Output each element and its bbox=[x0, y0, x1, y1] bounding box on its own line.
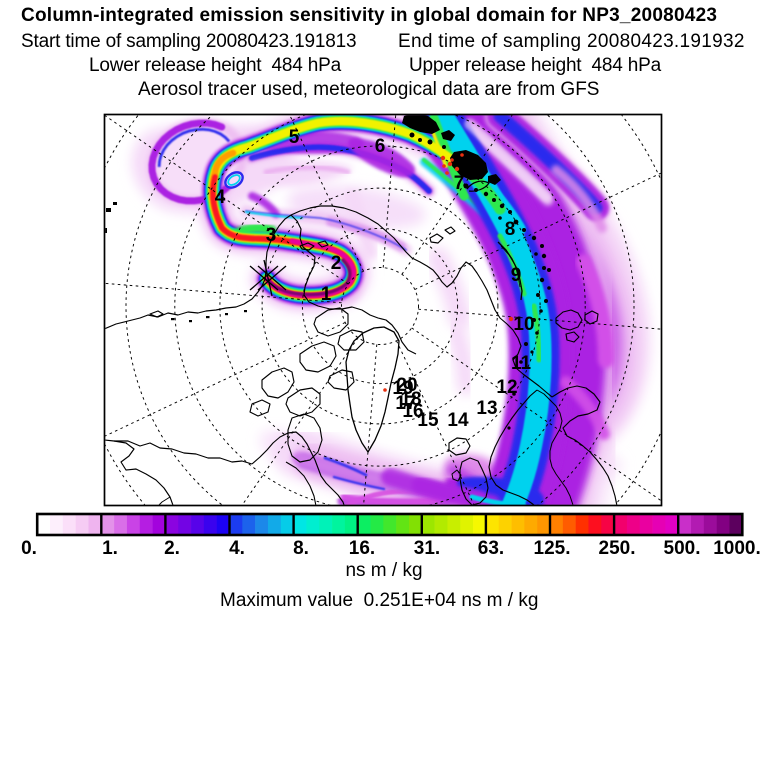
svg-text:8: 8 bbox=[505, 219, 516, 240]
svg-text:13: 13 bbox=[476, 398, 497, 419]
svg-text:11: 11 bbox=[511, 353, 532, 374]
svg-text:9: 9 bbox=[511, 265, 522, 286]
svg-text:19: 19 bbox=[392, 378, 413, 399]
svg-text:20: 20 bbox=[396, 375, 417, 396]
svg-text:10: 10 bbox=[513, 314, 534, 335]
svg-text:6: 6 bbox=[375, 136, 386, 157]
svg-text:17: 17 bbox=[395, 393, 416, 414]
svg-text:12: 12 bbox=[496, 377, 517, 398]
svg-text:3: 3 bbox=[266, 225, 277, 246]
svg-text:4: 4 bbox=[215, 187, 226, 208]
svg-text:2: 2 bbox=[331, 253, 342, 274]
svg-text:16: 16 bbox=[402, 401, 423, 422]
svg-text:18: 18 bbox=[400, 389, 421, 410]
svg-text:5: 5 bbox=[289, 127, 300, 148]
svg-text:15: 15 bbox=[417, 410, 439, 431]
svg-text:14: 14 bbox=[447, 410, 469, 431]
svg-text:1: 1 bbox=[321, 284, 332, 305]
svg-text:7: 7 bbox=[454, 173, 465, 194]
